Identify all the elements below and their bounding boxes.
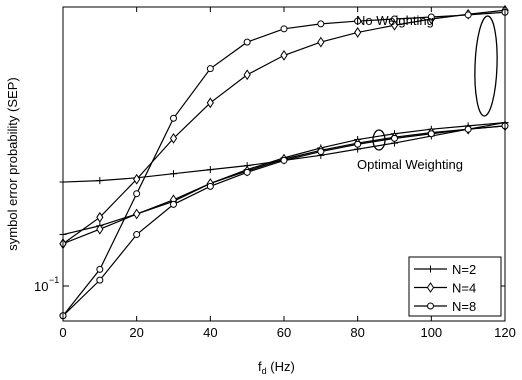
diamond-marker [169, 132, 178, 144]
x-tick-label: 60 [277, 325, 291, 340]
optimal-weighting-label: Optimal Weighting [357, 157, 463, 172]
diamond-marker [96, 211, 104, 223]
y-axis-label: symbol error probability (SEP) [5, 77, 20, 250]
curves [59, 4, 509, 320]
x-axis: 0 20 40 60 80 100 120 [59, 7, 516, 340]
circle-marker [427, 130, 435, 138]
series-n-4 [59, 120, 509, 250]
circle-marker [243, 38, 251, 46]
x-axis-label: fd (Hz) [258, 359, 295, 376]
diamond-marker [133, 173, 141, 185]
optimal-weighting-annotation: Optimal Weighting [357, 129, 463, 172]
diamond-marker [354, 27, 362, 38]
circle-marker [427, 302, 434, 310]
diamond-marker [280, 49, 288, 61]
x-tick-label: 20 [129, 325, 143, 340]
x-tick-label: 120 [494, 325, 516, 340]
plus-marker [96, 177, 104, 185]
circle-marker [391, 134, 398, 142]
no-weighting-annotation: No Weighting [356, 13, 498, 117]
plus-marker [170, 170, 177, 178]
no-weighting-label: No Weighting [356, 13, 434, 28]
circle-marker [317, 20, 325, 28]
series-line [62, 125, 506, 245]
circle-marker [427, 13, 435, 21]
circle-marker [96, 265, 104, 273]
series-n-8 [59, 8, 509, 320]
diamond-marker [133, 208, 141, 220]
circle-marker [317, 148, 325, 156]
circle-marker [280, 156, 288, 164]
legend-item: N=2 [414, 262, 476, 277]
circle-marker [133, 190, 141, 198]
circle-marker [280, 25, 288, 33]
circle-marker [464, 11, 472, 19]
legend: N=2 N=4 N=8 [408, 256, 502, 317]
circle-marker [243, 168, 251, 176]
no-weighting-ellipse [474, 15, 498, 117]
circle-marker [464, 125, 472, 133]
diamond-marker [96, 223, 104, 235]
series-n-2 [59, 119, 509, 186]
circle-marker [391, 15, 398, 23]
legend-item: N=8 [414, 299, 476, 314]
legend-label: N=4 [452, 281, 476, 296]
y-tick-exponent: −1 [49, 275, 59, 285]
circle-marker [206, 65, 214, 73]
legend-label: N=2 [452, 262, 476, 277]
circle-marker [206, 182, 214, 190]
circle-marker [170, 200, 177, 208]
circle-marker [96, 276, 104, 284]
y-tick-label: 10 [34, 279, 48, 294]
diamond-marker [317, 36, 325, 48]
circle-marker [170, 114, 177, 122]
plus-marker [206, 166, 214, 174]
legend-item: N=4 [414, 281, 476, 296]
diamond-marker [426, 282, 435, 293]
circle-marker [354, 140, 362, 148]
legend-label: N=8 [452, 299, 476, 314]
diamond-marker [206, 97, 214, 109]
series-n-8 [59, 122, 509, 320]
circle-marker [133, 231, 141, 239]
optimal-weighting-ellipse [372, 129, 386, 151]
diamond-marker [390, 19, 399, 31]
x-tick-label: 100 [420, 325, 442, 340]
x-tick-label: 0 [59, 325, 66, 340]
circle-marker [354, 17, 362, 25]
x-tick-label: 80 [350, 325, 364, 340]
x-tick-label: 40 [203, 325, 217, 340]
diamond-marker [243, 69, 251, 81]
plus-marker [427, 265, 434, 273]
